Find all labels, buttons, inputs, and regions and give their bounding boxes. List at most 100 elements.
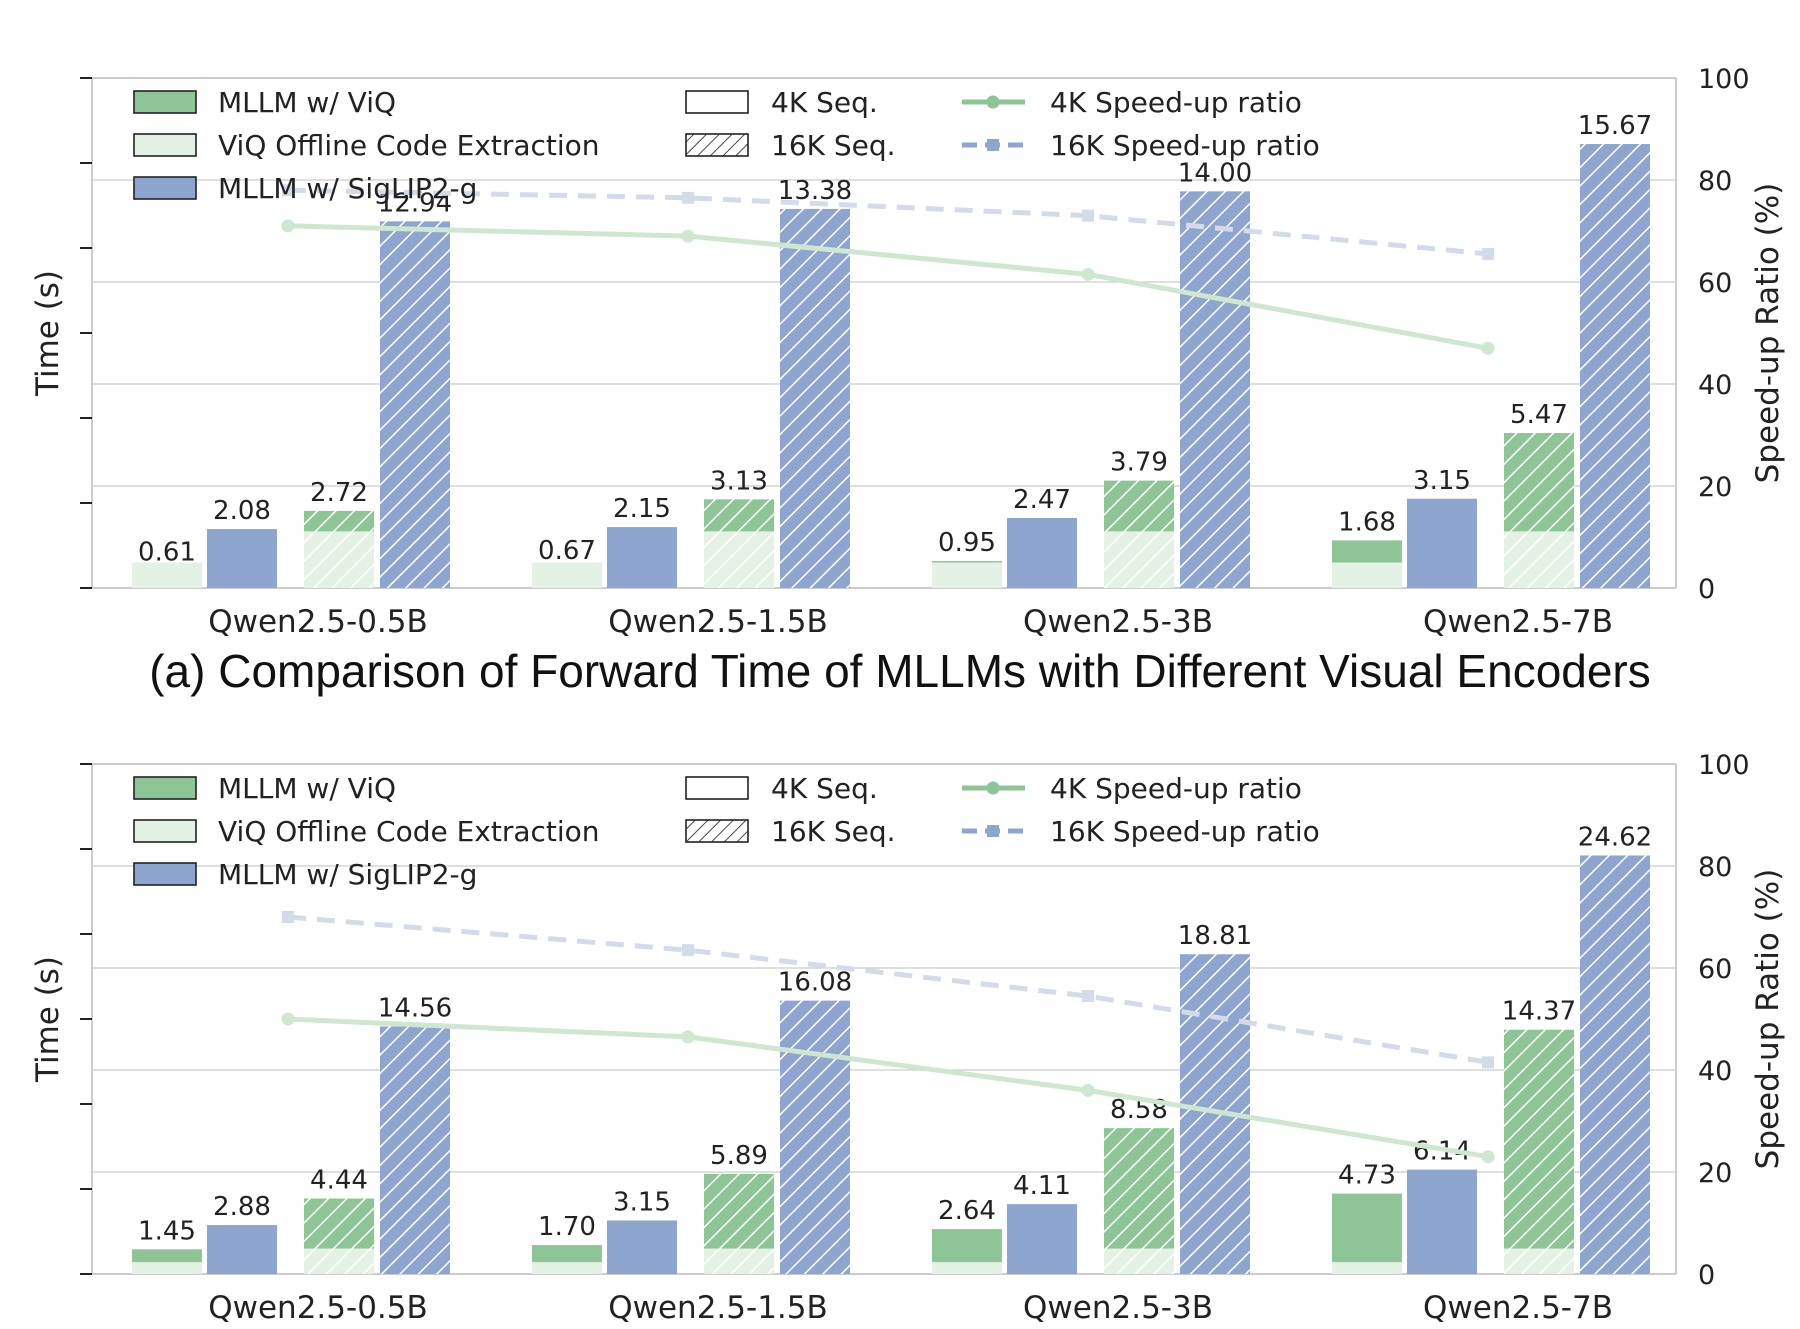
y2-tick-label: 40	[1698, 1056, 1732, 1087]
legend-label-ratio16k: 16K Speed-up ratio	[1050, 815, 1320, 848]
bar-viq-4k	[1332, 1193, 1402, 1274]
legend-label-16k: 16K Seq.	[771, 815, 896, 848]
marker-4k-speedup	[281, 219, 295, 233]
marker-16k-speedup	[682, 191, 694, 204]
legend-swatch-viq	[133, 776, 197, 800]
marker-16k-speedup	[1482, 1056, 1494, 1069]
legend-label-viq: MLLM w/ ViQ	[218, 772, 396, 805]
y2-tick-label: 100	[1698, 750, 1750, 781]
marker-16k-speedup	[682, 944, 694, 957]
bar-offline-16k	[704, 1248, 774, 1274]
y2-tick-label: 80	[1698, 852, 1732, 883]
bar-siglip-16k	[380, 1026, 450, 1274]
legend-label-siglip: MLLM w/ SigLIP2-g	[218, 172, 477, 205]
bar-value-label: 14.00	[1178, 158, 1252, 188]
legend-label-ratio4k: 4K Speed-up ratio	[1050, 772, 1302, 805]
legend-swatch-offline	[133, 819, 197, 843]
marker-4k-speedup	[681, 229, 695, 243]
bar-siglip-16k	[1580, 855, 1650, 1274]
legend-label-4k: 4K Seq.	[771, 86, 878, 119]
marker-4k-speedup	[1081, 1083, 1095, 1097]
x-tick-label: Qwen2.5-0.5B	[208, 604, 428, 640]
legend-label-viq: MLLM w/ ViQ	[218, 86, 396, 119]
legend-swatch-offline	[133, 133, 197, 157]
bar-value-label: 18.81	[1178, 921, 1252, 951]
line-16k-speedup	[287, 187, 1489, 257]
line-4k-speedup	[287, 1016, 1489, 1160]
bar-siglip-4k	[1407, 498, 1477, 588]
legend-label-offline: ViQ Offline Code Extraction	[218, 129, 600, 162]
y2-tick-label: 60	[1698, 268, 1732, 299]
x-tick-label: Qwen2.5-3B	[1023, 1290, 1213, 1326]
y-axis-label: Time (s)	[30, 270, 66, 397]
bar-value-label: 3.15	[613, 1187, 671, 1217]
bar-value-label: 2.88	[213, 1192, 271, 1222]
bar-value-label: 2.08	[213, 496, 271, 526]
bar-offline-16k	[1504, 531, 1574, 588]
bar-offline-4k	[532, 562, 602, 588]
x-tick-label: Qwen2.5-3B	[1023, 604, 1213, 640]
bar-value-label: 5.89	[710, 1141, 768, 1171]
legend-label-offline: ViQ Offline Code Extraction	[218, 815, 600, 848]
marker-16k-speedup	[1082, 209, 1094, 222]
bar-value-label: 2.64	[938, 1196, 996, 1226]
bar-value-label: 14.56	[378, 993, 452, 1023]
legend-marker-16k	[987, 139, 999, 151]
bar-value-label: 0.95	[938, 528, 996, 558]
bar-value-label: 3.79	[1110, 448, 1168, 478]
y2-tick-label: 20	[1698, 1158, 1732, 1189]
bar-viq-16k	[1504, 1029, 1574, 1274]
bar-value-label: 4.73	[1338, 1161, 1396, 1191]
legend-swatch-16k	[685, 133, 749, 157]
legend-label-4k: 4K Seq.	[771, 772, 878, 805]
bar-value-label: 14.37	[1502, 997, 1576, 1027]
bar-value-label: 3.13	[710, 466, 768, 496]
y2-tick-label: 20	[1698, 472, 1732, 503]
line-16k-speedup	[287, 914, 1489, 1065]
legend-marker-16k	[987, 825, 999, 837]
bar-siglip-16k	[780, 1000, 850, 1274]
bar-offline-16k	[1104, 1248, 1174, 1274]
chart-panel-a: 0 20 40 60 80 100 Time (s) Speed-up Ratio (%) 0.…	[30, 64, 1786, 640]
marker-4k-speedup	[1481, 341, 1495, 355]
bar-value-label: 15.67	[1578, 111, 1652, 141]
bar-offline-4k	[132, 1262, 202, 1274]
marker-16k-speedup	[1482, 247, 1494, 260]
bar-offline-4k	[932, 1262, 1002, 1274]
bar-siglip-4k	[207, 1225, 277, 1274]
legend-label-16k: 16K Seq.	[771, 129, 896, 162]
bar-siglip-4k	[607, 1220, 677, 1274]
bar-value-label: 1.45	[138, 1216, 196, 1246]
legend-label-ratio16k: 16K Speed-up ratio	[1050, 129, 1320, 162]
marker-4k-speedup	[681, 1030, 695, 1044]
y2-axis-label: Speed-up Ratio (%)	[1750, 869, 1786, 1170]
legend-swatch-viq	[133, 90, 197, 114]
legend-label-ratio4k: 4K Speed-up ratio	[1050, 86, 1302, 119]
bar-offline-16k	[304, 1248, 374, 1274]
x-tick-label: Qwen2.5-1.5B	[608, 604, 828, 640]
chart-panel-b: 0 20 40 60 80 100 Time (s) Speed-up Ratio (%) 1.…	[30, 750, 1786, 1326]
x-tick-label: Qwen2.5-7B	[1423, 604, 1613, 640]
bar-offline-4k	[1332, 562, 1402, 588]
bar-siglip-4k	[1007, 518, 1077, 588]
marker-16k-speedup	[1082, 990, 1094, 1003]
bar-siglip-16k	[380, 221, 450, 588]
y-axis-label: Time (s)	[30, 956, 66, 1083]
y2-tick-label: 40	[1698, 370, 1732, 401]
legend-swatch-siglip	[133, 176, 197, 200]
x-tick-label: Qwen2.5-7B	[1423, 1290, 1613, 1326]
y2-tick-label: 80	[1698, 166, 1732, 197]
legend-swatch-4k	[685, 776, 749, 800]
bar-value-label: 0.61	[138, 538, 196, 568]
legend-swatch-4k	[685, 90, 749, 114]
bar-value-label: 2.72	[310, 478, 368, 508]
bar-offline-4k	[132, 562, 202, 588]
bar-offline-4k	[532, 1262, 602, 1274]
bar-value-label: 1.70	[538, 1212, 596, 1242]
legend-label-siglip: MLLM w/ SigLIP2-g	[218, 858, 477, 891]
bar-siglip-4k	[1007, 1204, 1077, 1274]
bar-value-label: 2.15	[613, 494, 671, 524]
bar-value-label: 4.44	[310, 1166, 368, 1196]
bar-value-label: 3.15	[1413, 466, 1471, 496]
